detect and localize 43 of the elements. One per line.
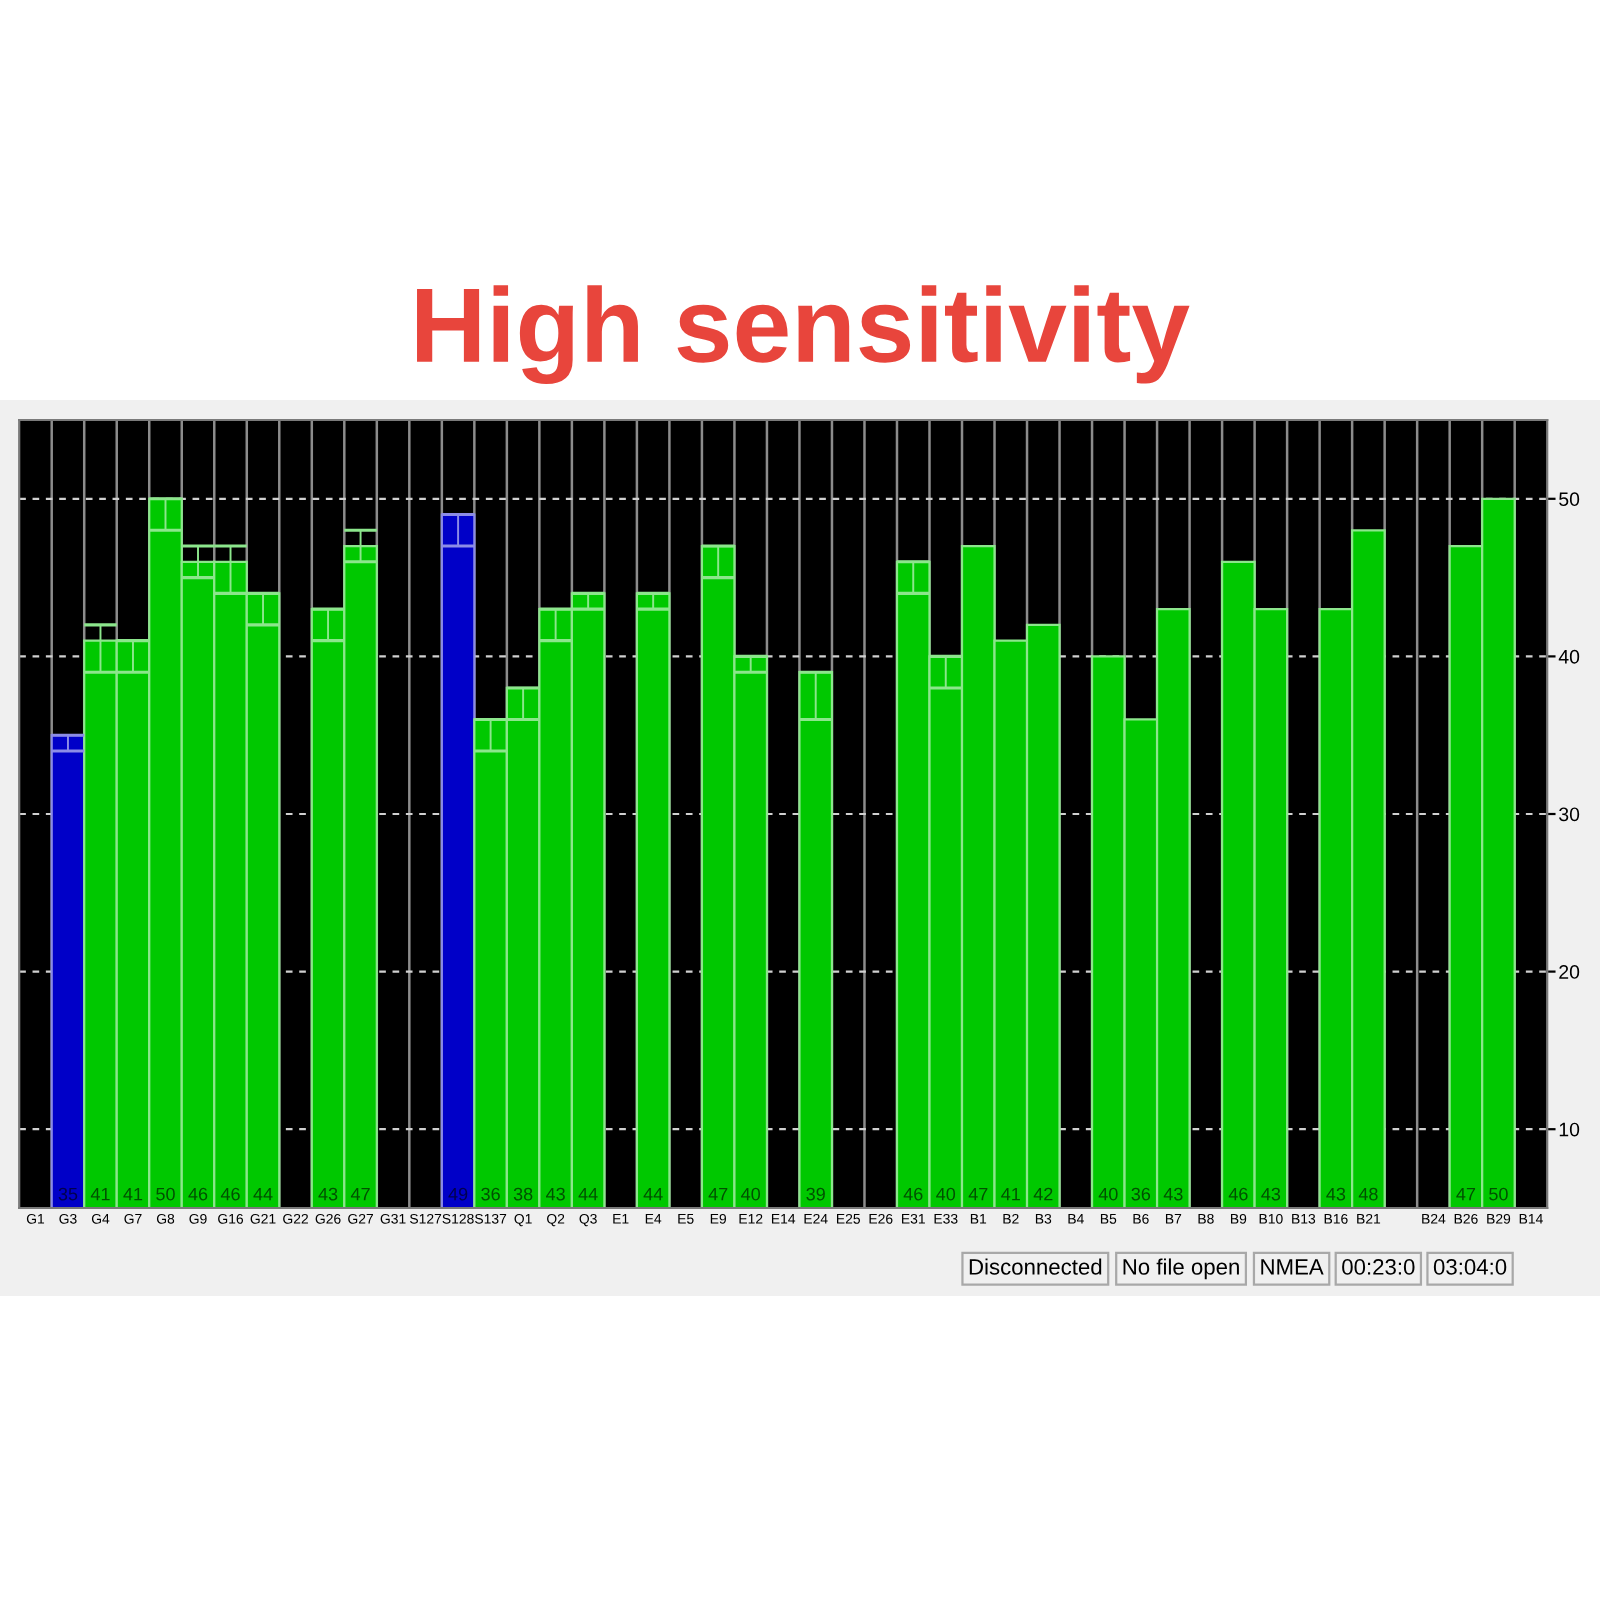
data-label: 43 (546, 1187, 565, 1201)
data-label: 43 (1326, 1187, 1346, 1201)
data-label: 47 (350, 1187, 370, 1201)
y-tick-label: 10 (1559, 1122, 1580, 1137)
data-label: 47 (708, 1187, 728, 1201)
y-tick-label: 30 (1559, 807, 1580, 822)
data-label: 41 (123, 1187, 143, 1201)
text: Disconnected (969, 1258, 1102, 1275)
data-label: 46 (903, 1187, 923, 1201)
data-label: 35 (58, 1187, 78, 1201)
data-label: 44 (578, 1187, 598, 1201)
y-tick-label: 40 (1558, 649, 1580, 664)
data-label: 41 (90, 1187, 110, 1201)
data-label: 49 (448, 1187, 468, 1201)
data-label: 43 (1163, 1187, 1183, 1201)
chart-title: High sensitivity (417, 285, 1190, 384)
data-label: 48 (1358, 1187, 1378, 1201)
text: NMEA (1261, 1259, 1324, 1275)
data-label: 46 (188, 1187, 208, 1201)
data-label: 42 (1033, 1187, 1053, 1201)
data-label: 44 (253, 1187, 273, 1201)
text: 03:04:0 (1433, 1259, 1507, 1275)
y-tick-label: 20 (1559, 965, 1580, 979)
data-label: 36 (481, 1187, 500, 1201)
data-label: 43 (318, 1187, 338, 1201)
data-label: 44 (643, 1187, 663, 1201)
y-tick-label: 50 (1559, 492, 1580, 507)
data-label: 40 (741, 1187, 761, 1201)
data-label: 40 (936, 1187, 956, 1201)
data-label: 40 (1098, 1187, 1118, 1201)
data-label: 50 (1489, 1187, 1508, 1201)
data-label: 47 (968, 1187, 988, 1201)
data-label: 36 (1131, 1187, 1151, 1201)
data-label: 46 (220, 1187, 240, 1201)
text: No file open (1123, 1258, 1239, 1280)
data-label: 39 (806, 1187, 825, 1201)
data-label: 43 (1261, 1187, 1281, 1201)
text: 00:23:0 (1342, 1259, 1415, 1275)
data-label: 47 (1456, 1187, 1476, 1201)
data-label: 38 (513, 1187, 533, 1201)
data-label: 50 (156, 1187, 175, 1201)
data-label: 41 (1001, 1187, 1020, 1201)
data-label: 46 (1228, 1187, 1248, 1201)
